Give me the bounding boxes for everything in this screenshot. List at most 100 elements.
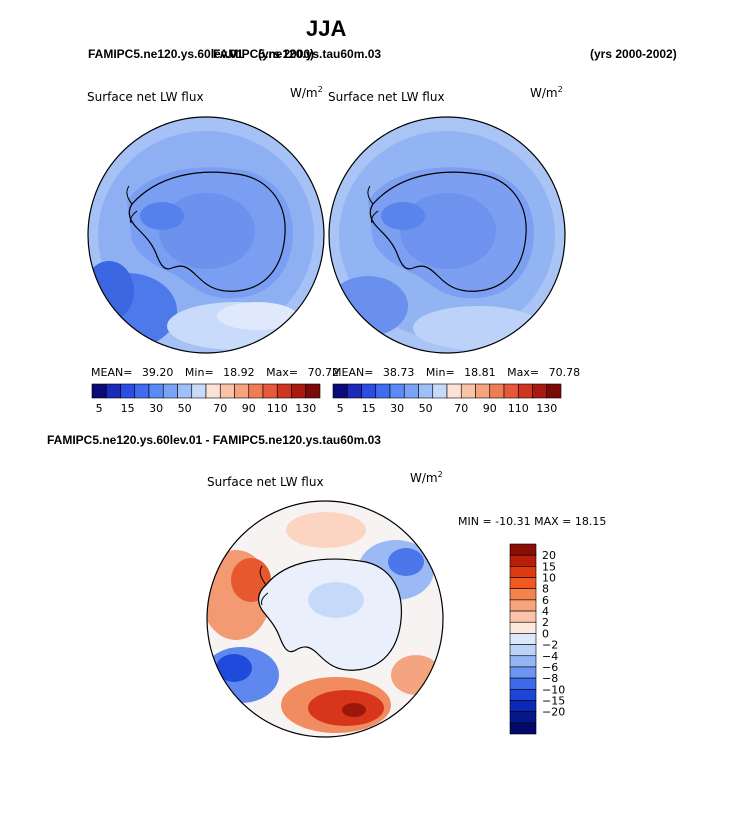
diff-colorbar-tick-label: −20 [542, 706, 565, 719]
right-colorbar-swatch [403, 383, 419, 399]
diff-colorbar-swatch [509, 543, 537, 556]
left-colorbar-swatch [291, 383, 307, 399]
left-polar-map [87, 116, 325, 354]
left-min-value: 18.92 [223, 366, 255, 379]
left-colorbar-swatch [305, 383, 321, 399]
left-mean-label: MEAN= [91, 366, 133, 379]
diff-polar-map [206, 500, 444, 738]
diff-colorbar-tick-label: −4 [542, 650, 558, 663]
right-colorbar-swatch [446, 383, 462, 399]
left-colorbar-tick-label: 50 [178, 402, 192, 415]
diff-map-warm-south-peak [342, 703, 366, 717]
left-colorbar-swatch [91, 383, 107, 399]
diff-colorbar-swatch [509, 688, 537, 701]
right-colorbar-swatch [432, 383, 448, 399]
diff-colorbar-tick-label: −15 [542, 694, 565, 707]
right-map-high-patch [413, 306, 543, 350]
right-colorbar-tick-label: 130 [536, 402, 557, 415]
left-colorbar-swatch [134, 383, 150, 399]
diff-colorbar-swatch [509, 577, 537, 590]
diff-colorbar-swatch [509, 588, 537, 601]
diff-colorbar-swatch [509, 711, 537, 724]
right-colorbar-swatch [418, 383, 434, 399]
diff-colorbar-swatch [509, 700, 537, 712]
diff-colorbar-tick-label: 20 [542, 549, 556, 562]
left-colorbar-swatch [276, 383, 292, 399]
right-colorbar-swatch [375, 383, 391, 399]
right-colorbar-tick-label: 90 [483, 402, 497, 415]
page-title: JJA [306, 16, 347, 41]
diff-colorbar-swatch [509, 633, 537, 645]
right-min-label: Min= [425, 366, 455, 379]
diff-case-label: FAMIPC5.ne120.ys.60lev.01 - FAMIPC5.ne12… [47, 433, 381, 447]
diff-colorbar-swatch [509, 655, 537, 668]
diff-colorbar-tick-label: 2 [542, 616, 549, 629]
right-colorbar-swatch [489, 383, 505, 399]
right-colorbar-tick-label: 110 [508, 402, 529, 415]
diff-colorbar-swatch [509, 554, 537, 567]
left-map-shelf [140, 202, 184, 230]
left-colorbar-swatch [120, 383, 136, 399]
right-mean-value: 38.73 [382, 366, 415, 379]
diff-map-border [206, 500, 444, 738]
right-map-border [328, 116, 566, 354]
right-colorbar-swatch [517, 383, 533, 399]
right-colorbar-swatch [532, 383, 548, 399]
diff-colorbar-swatch [509, 566, 537, 578]
right-colorbar-swatch [546, 383, 562, 399]
left-panel-units: W/m2 [290, 85, 323, 100]
right-map-peninsula [367, 185, 379, 224]
diff-map-cool-east-core [388, 548, 424, 576]
right-colorbar-swatch [503, 383, 519, 399]
right-colorbar-swatch [389, 383, 405, 399]
left-map-low-patch-2 [88, 261, 134, 321]
left-colorbar-swatch [262, 383, 278, 399]
left-colorbar-swatch [234, 383, 250, 399]
left-colorbar-tick-label: 110 [267, 402, 288, 415]
diff-panel-title: Surface net LW flux [207, 475, 324, 489]
diff-colorbar-tick-label: −10 [542, 683, 565, 696]
diff-map-cool-southwest-core [216, 654, 252, 682]
diff-colorbar-swatch [509, 666, 537, 679]
case-label-overlap-b: FAMIPC5.ne120.ys.tau60m.03 [213, 47, 382, 61]
left-min-label: Min= [184, 366, 214, 379]
left-units-exp: 2 [317, 85, 323, 94]
diff-colorbar-tick-label: 8 [542, 583, 549, 596]
left-mean-value: 39.20 [141, 366, 174, 379]
right-colorbar-swatch [346, 383, 362, 399]
right-units-base: W/m [530, 86, 558, 100]
diff-colorbar-tick-label: 0 [542, 627, 549, 640]
left-colorbar: 5 15 30 50 70 90 110 130 [91, 383, 321, 415]
right-map-shelf [381, 202, 425, 230]
right-colorbar: 5 15 30 50 70 90 110 130 [332, 383, 562, 415]
right-colorbar-tick-label: 50 [419, 402, 433, 415]
right-colorbar-tick-label: 15 [362, 402, 376, 415]
diff-units-base: W/m [410, 471, 438, 485]
diff-minmax: MIN = -10.31 MAX = 18.15 [458, 515, 607, 528]
left-colorbar-tick-label: 30 [149, 402, 163, 415]
diff-colorbar-swatch [509, 610, 537, 623]
right-mean-label: MEAN= [332, 366, 374, 379]
left-map-high-patch-2 [217, 302, 297, 330]
diff-colorbar-swatch [509, 644, 537, 657]
diff-map-continent-cool [308, 582, 364, 618]
left-units-base: W/m [290, 86, 318, 100]
diff-colorbar-swatch [509, 599, 537, 612]
left-colorbar-tick-label: 70 [213, 402, 227, 415]
left-map-coastline [128, 171, 286, 292]
diff-colorbar-tick-label: 15 [542, 560, 556, 573]
left-colorbar-swatch [105, 383, 121, 399]
right-colorbar-swatch [361, 383, 377, 399]
right-units-exp: 2 [557, 85, 563, 94]
left-stats: MEAN= 39.20 Min= 18.92 Max= 70.72 [91, 366, 339, 379]
right-map-coastline [369, 171, 527, 292]
years-label-left: (yrs 2000) [258, 47, 315, 61]
right-colorbar-tick-label: 70 [454, 402, 468, 415]
left-map-peninsula [126, 185, 138, 224]
diff-colorbar-swatch [509, 722, 537, 735]
right-colorbar-swatch [332, 383, 348, 399]
left-max-value: 70.72 [307, 366, 340, 379]
right-stats: MEAN= 38.73 Min= 18.81 Max= 70.78 [332, 366, 580, 379]
right-min-value: 18.81 [464, 366, 496, 379]
